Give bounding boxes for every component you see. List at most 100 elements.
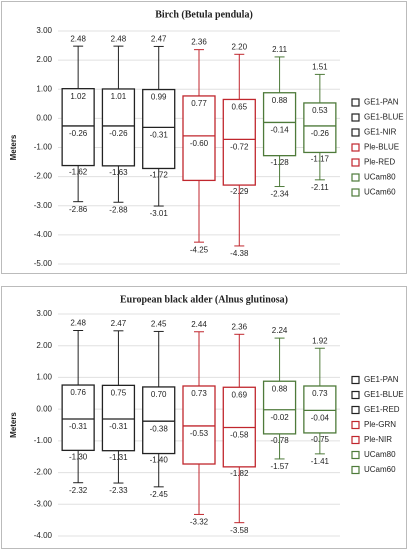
box (182, 95, 216, 182)
data-label: -3.58 (230, 526, 249, 535)
y-tick-label: 1.00 (36, 84, 52, 93)
data-label: -2.29 (230, 187, 249, 196)
legend-label: Ple-GRN (364, 420, 396, 429)
data-label: -1.62 (69, 168, 88, 177)
panel (1, 1, 407, 274)
box (262, 380, 297, 435)
box (142, 88, 176, 170)
box (262, 92, 297, 157)
legend-swatch (351, 435, 360, 445)
data-label: 1.92 (312, 336, 328, 345)
legend-label: GE1-PAN (364, 98, 399, 107)
box (101, 384, 136, 452)
legend-swatch (351, 405, 360, 415)
data-label: -0.31 (69, 422, 88, 431)
data-label: 2.48 (70, 34, 86, 43)
legend-swatch (351, 173, 360, 182)
legend-swatch (351, 450, 360, 460)
data-label: -1.41 (311, 457, 330, 466)
data-label: -2.33 (109, 486, 128, 495)
box (303, 102, 337, 154)
legend-swatch (351, 113, 360, 122)
legend-label: UCam60 (364, 188, 396, 197)
chart-title: Birch (Betula pendula) (155, 9, 253, 20)
legend-swatch (351, 188, 360, 197)
data-label: 1.02 (70, 92, 86, 101)
y-tick-label: 1.00 (36, 373, 52, 382)
legend-label: UCam80 (364, 173, 396, 182)
chart-title: European black alder (Alnus glutinosa) (120, 294, 288, 305)
legend-swatch (351, 128, 360, 137)
data-label: 2.48 (111, 34, 127, 43)
data-label: -2.45 (150, 490, 169, 499)
panel (1, 286, 407, 549)
data-label: -0.02 (270, 413, 289, 422)
data-label: -1.28 (270, 158, 289, 167)
legend-swatch (351, 158, 360, 167)
data-label: -0.26 (109, 129, 128, 138)
y-tick-label: 2.00 (36, 55, 52, 64)
y-tick-label: 0.00 (36, 113, 52, 122)
legend-swatch (351, 420, 360, 430)
data-label: 2.36 (231, 322, 247, 331)
data-label: 0.76 (70, 388, 86, 397)
legend-label: Ple-BLUE (364, 143, 399, 152)
y-tick-label: 0.00 (36, 404, 52, 413)
box (101, 88, 136, 167)
data-label: -0.26 (69, 129, 88, 138)
data-label: -0.04 (311, 414, 330, 423)
data-label: 0.53 (312, 106, 328, 115)
data-label: -1.72 (150, 171, 169, 180)
data-label: -2.88 (109, 205, 128, 214)
box (61, 384, 95, 452)
data-label: -0.53 (190, 429, 209, 438)
data-label: -2.32 (69, 486, 88, 495)
legend-label: UCam60 (364, 465, 396, 474)
data-label: -1.57 (270, 462, 289, 471)
box (182, 385, 216, 465)
legend-swatch (351, 143, 360, 152)
data-label: -1.82 (230, 469, 249, 478)
legend-swatch (351, 375, 360, 385)
y-tick-label: -5.00 (34, 259, 53, 268)
data-label: -0.26 (311, 129, 330, 138)
data-label: 2.45 (151, 320, 167, 329)
data-label: -0.72 (230, 142, 249, 151)
data-label: 2.44 (191, 320, 207, 329)
legend-label: GE1-RED (364, 405, 400, 414)
data-label: -0.75 (311, 435, 330, 444)
data-label: -0.31 (150, 131, 169, 140)
data-label: -0.58 (230, 431, 249, 440)
box (61, 88, 95, 167)
data-label: 2.47 (111, 319, 127, 328)
data-label: -1.63 (109, 168, 128, 177)
box (142, 386, 176, 455)
y-tick-label: -4.00 (34, 230, 53, 239)
data-label: -1.31 (109, 453, 128, 462)
data-label: -0.31 (109, 422, 128, 431)
box (222, 98, 256, 186)
data-label: 0.77 (191, 99, 207, 108)
y-tick-label: -3.00 (34, 499, 53, 508)
data-label: -1.30 (69, 452, 88, 461)
data-label: 0.65 (231, 103, 247, 112)
y-tick-label: 3.00 (36, 26, 52, 35)
data-label: 0.70 (151, 390, 167, 399)
y-tick-label: -2.00 (34, 468, 53, 477)
data-label: -1.40 (150, 456, 169, 465)
data-label: 2.11 (272, 45, 288, 54)
data-label: 0.99 (151, 93, 167, 102)
y-tick-label: 2.00 (36, 341, 52, 350)
data-label: -0.14 (270, 126, 289, 135)
data-label: 0.88 (272, 96, 288, 105)
legend-label: GE1-PAN (364, 375, 399, 384)
data-label: 2.20 (231, 42, 247, 51)
data-label: -1.17 (311, 155, 330, 164)
y-tick-label: -2.00 (34, 172, 53, 181)
data-label: 2.36 (191, 38, 207, 47)
data-label: -2.86 (69, 205, 88, 214)
y-axis-label: Meters (9, 412, 18, 438)
legend-label: UCam80 (364, 450, 396, 459)
data-label: 1.51 (312, 63, 328, 72)
